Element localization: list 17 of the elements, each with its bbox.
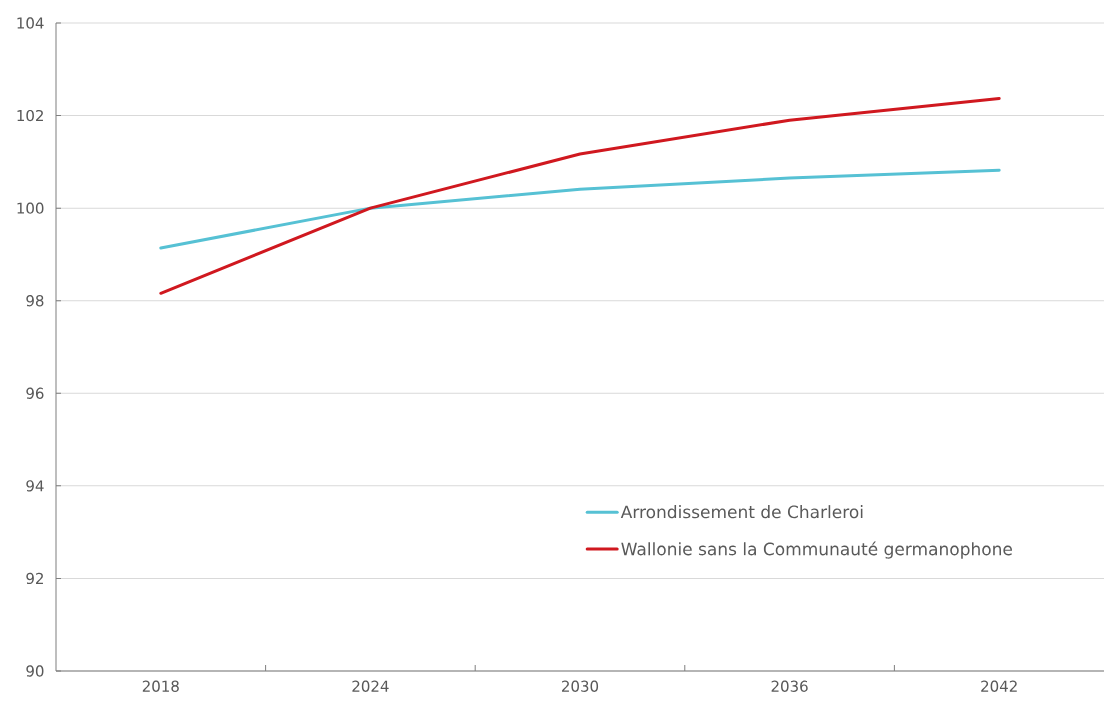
x-tick-label: 2030 [562,680,599,692]
legend-label: Wallonie sans la Communauté germanophone [621,541,1012,559]
x-tick-label: 2042 [981,680,1017,692]
line-series [159,96,1001,295]
y-tick-label: 100 [17,202,44,214]
y-tick-label: 102 [17,109,43,122]
x-tick-label: 2018 [142,680,179,692]
legend-label: Arrondissement de Charleroi [620,505,863,519]
y-tick-label: 98 [26,295,44,307]
y-tick-label: 96 [26,387,44,399]
y-tick-label: 94 [26,480,44,492]
y-tick-label: 104 [17,17,44,29]
x-tick-label: 2036 [771,680,808,692]
y-tick-label: 90 [26,665,44,677]
x-tick-label: 2024 [352,680,389,692]
line-series [159,168,1001,250]
y-tick-label: 92 [26,572,43,585]
